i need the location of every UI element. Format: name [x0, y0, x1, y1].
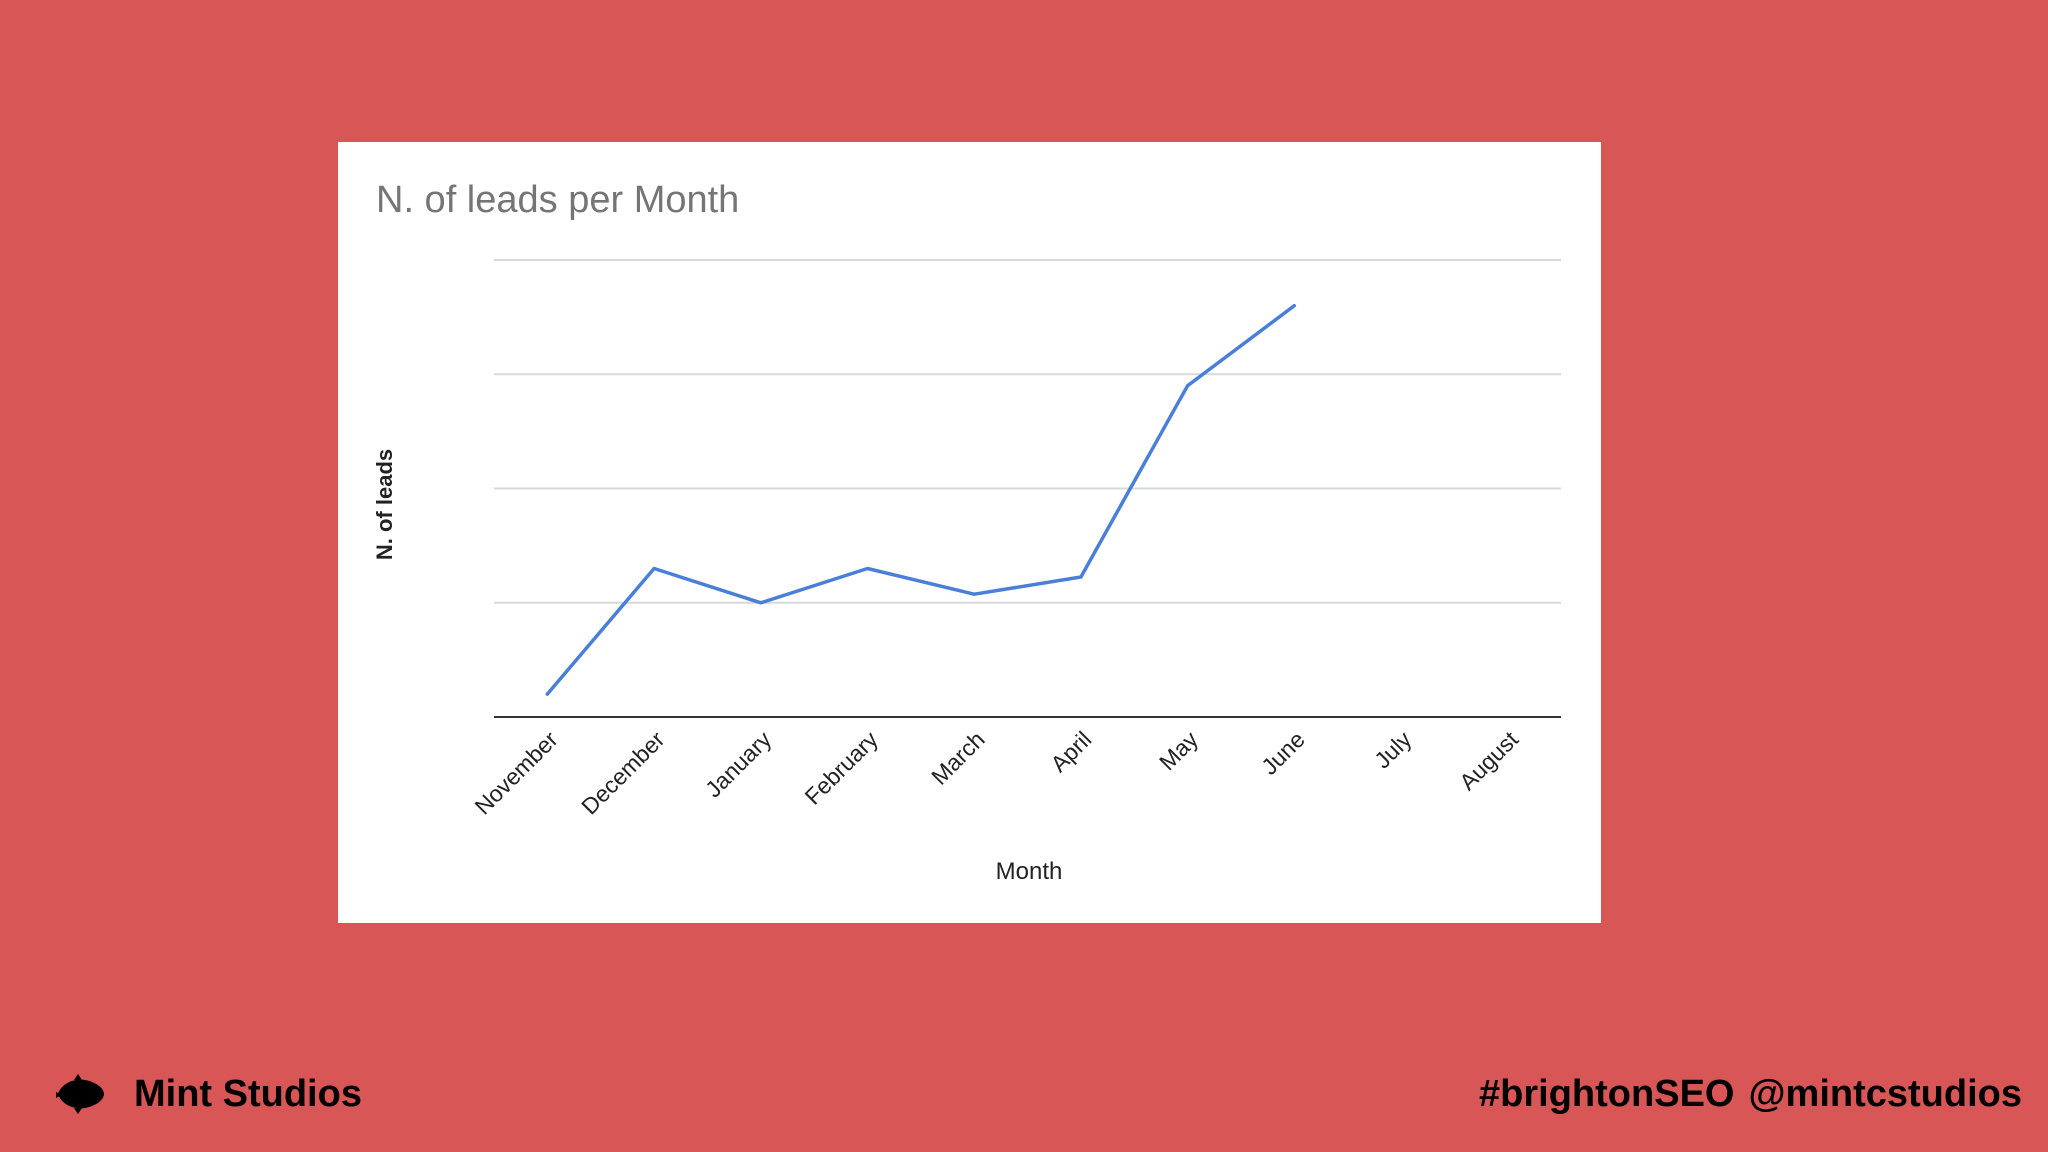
data-point-june	[1292, 304, 1296, 308]
brand-name: Mint Studios	[134, 1072, 362, 1115]
x-tick-label-january: January	[700, 726, 777, 803]
data-point-may	[1186, 384, 1190, 388]
data-point-march	[972, 592, 976, 596]
x-tick-label-december: December	[576, 726, 670, 820]
event-hashtag: #brightonSEO	[1479, 1072, 1735, 1115]
chart-card: N. of leads per Month November December Ja…	[338, 142, 1601, 923]
x-tick-label-april: April	[1045, 726, 1096, 777]
footer-brand: Mint Studios	[56, 1064, 362, 1124]
footer-tags: #brightonSEO @mintcstudios	[1479, 1064, 2022, 1124]
x-tick-label-june: June	[1256, 726, 1310, 780]
data-point-november	[545, 692, 549, 696]
mint-leaf-icon	[56, 1074, 104, 1114]
x-tick-label-may: May	[1154, 726, 1203, 775]
line-chart: N. of leads per Month November December Ja…	[372, 179, 1561, 885]
x-tick-label-november: November	[469, 726, 563, 820]
x-tick-label-august: August	[1454, 726, 1523, 795]
series-line	[545, 303, 1297, 696]
x-tick-label-march: March	[926, 726, 990, 790]
data-point-february	[865, 566, 869, 570]
x-tick-label-february: February	[800, 726, 884, 810]
x-axis-label: Month	[996, 858, 1063, 885]
data-point-december	[652, 566, 656, 570]
twitter-handle: @mintcstudios	[1748, 1072, 2022, 1115]
x-tick-labels: November December January February March Apri…	[469, 726, 1523, 820]
y-axis-label: N. of leads	[372, 449, 397, 560]
series-layer	[545, 303, 1297, 696]
data-point-january	[759, 601, 763, 605]
data-point-april	[1079, 575, 1083, 579]
chart-title: N. of leads per Month	[376, 179, 739, 221]
gridlines	[494, 259, 1561, 604]
x-tick-label-july: July	[1369, 726, 1417, 774]
